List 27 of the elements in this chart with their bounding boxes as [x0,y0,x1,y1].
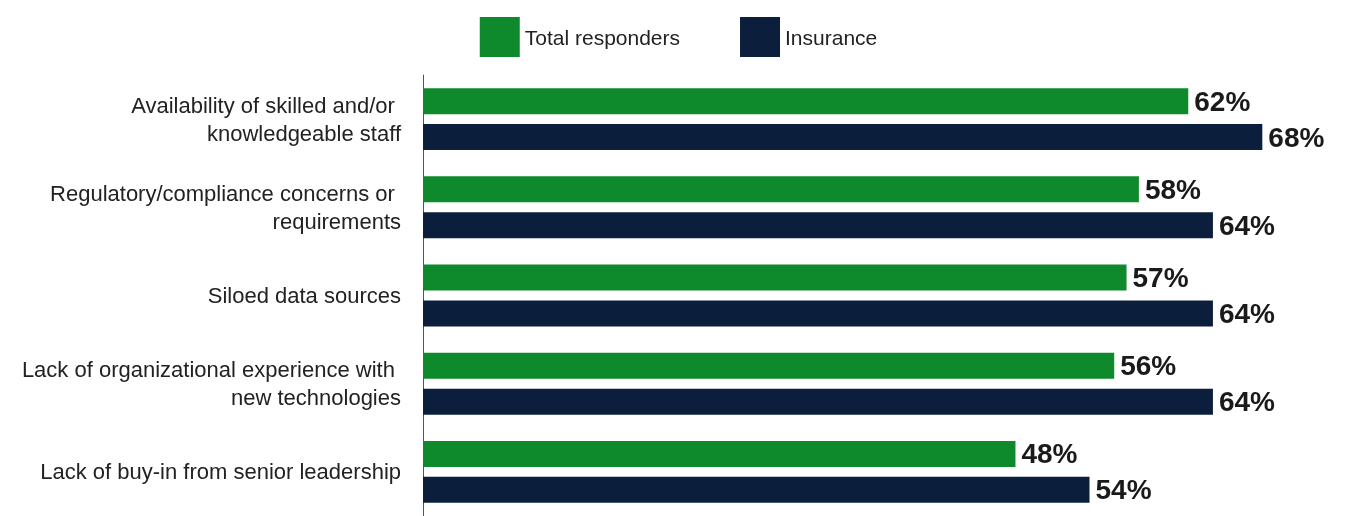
y-tick-label: Lack of organizational experience with new technologies [21,357,401,411]
y-tick-label: Availability of skilled and/or knowledgeable staff [131,92,402,146]
y-tick-label: Siloed data sources [207,283,401,308]
bar [423,440,1016,467]
bar [423,300,1213,327]
data-label: 64% [1218,209,1276,241]
bar [423,388,1213,415]
y-tick-label: Regulatory/compliance concerns or requirements [50,180,401,234]
data-label: 54% [1095,474,1152,506]
bar [423,88,1189,115]
data-label: 57% [1132,262,1189,294]
data-label: 68% [1268,121,1325,153]
bar [423,476,1090,503]
data-label: 58% [1144,173,1202,205]
bar [423,352,1115,379]
legend-label: Insurance [785,25,878,49]
bar [423,264,1127,291]
data-label: 64% [1218,297,1276,329]
bar [423,212,1213,239]
legend-label: Total responders [524,25,681,49]
bar [423,176,1139,203]
data-label: 62% [1194,85,1251,117]
data-label: 48% [1021,438,1078,470]
data-label: 64% [1218,386,1276,418]
y-tick-label: Lack of buy-in from senior leadership [40,459,401,485]
bar [423,124,1263,151]
data-label: 56% [1120,350,1177,382]
